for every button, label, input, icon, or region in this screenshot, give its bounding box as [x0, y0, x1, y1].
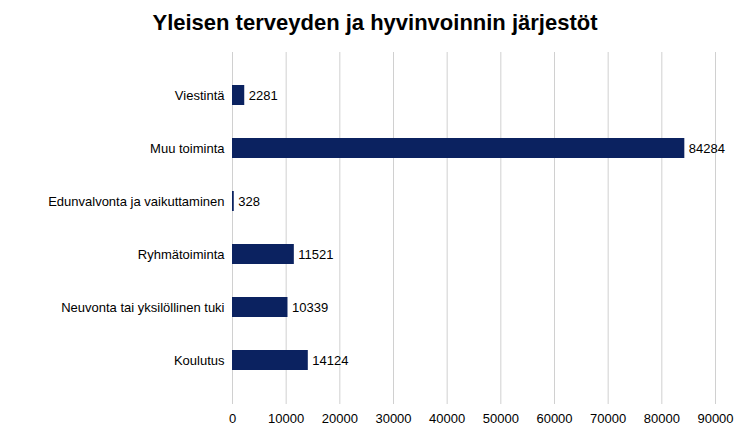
svg-text:Muu toiminta: Muu toiminta [150, 141, 225, 156]
svg-text:Viestintä: Viestintä [175, 88, 225, 103]
svg-text:20000: 20000 [322, 411, 358, 426]
svg-text:11521: 11521 [298, 247, 333, 262]
svg-text:40000: 40000 [429, 411, 465, 426]
svg-text:14124: 14124 [312, 353, 348, 368]
svg-text:70000: 70000 [590, 411, 626, 426]
svg-text:80000: 80000 [644, 411, 680, 426]
svg-text:30000: 30000 [375, 411, 411, 426]
svg-text:Koulutus: Koulutus [174, 353, 225, 368]
svg-text:84284: 84284 [689, 141, 725, 156]
svg-text:Edunvalvonta ja vaikuttaminen: Edunvalvonta ja vaikuttaminen [48, 194, 224, 209]
svg-text:10339: 10339 [292, 300, 328, 315]
svg-text:90000: 90000 [697, 411, 733, 426]
svg-text:0: 0 [229, 411, 236, 426]
svg-text:2281: 2281 [249, 88, 278, 103]
svg-text:Ryhmätoiminta: Ryhmätoiminta [138, 247, 225, 262]
svg-text:50000: 50000 [483, 411, 519, 426]
svg-text:Neuvonta tai yksilöllinen tuki: Neuvonta tai yksilöllinen tuki [61, 300, 224, 315]
svg-text:10000: 10000 [268, 411, 304, 426]
svg-text:328: 328 [238, 194, 260, 209]
svg-text:60000: 60000 [536, 411, 572, 426]
html-text:Yleisen terveyden ja hyvinvoin: Yleisen terveyden ja hyvinvoinnin järjes… [152, 10, 598, 35]
